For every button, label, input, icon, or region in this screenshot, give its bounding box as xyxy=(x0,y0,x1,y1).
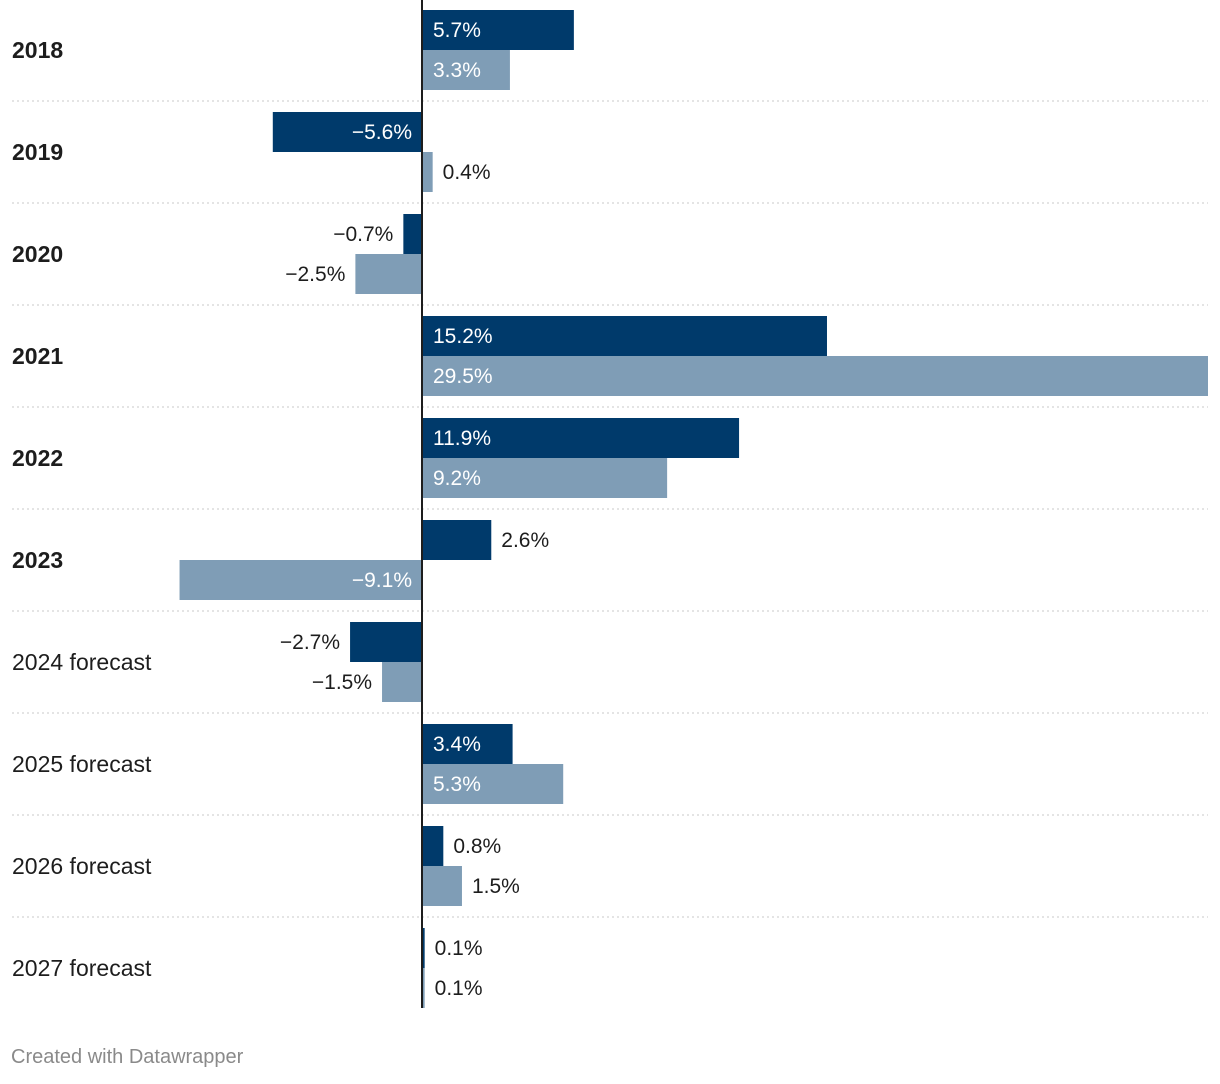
value-label: 11.9% xyxy=(433,427,491,450)
bar-series-1[interactable] xyxy=(403,214,422,254)
bar-series-1[interactable] xyxy=(422,826,444,866)
bar-series-2[interactable] xyxy=(382,662,422,702)
bar-series-1[interactable] xyxy=(422,520,492,560)
category-labels: 2018 2019 2020 2021 2022 2023 2024 forecast 202… xyxy=(12,37,152,981)
bar-series-2[interactable] xyxy=(179,560,422,600)
bar-series-1[interactable] xyxy=(422,316,827,356)
value-label: 3.3% xyxy=(433,59,481,82)
value-label: −9.1% xyxy=(352,569,412,592)
value-label: 9.2% xyxy=(433,467,481,490)
value-label: 2.6% xyxy=(501,529,549,552)
value-label: −1.5% xyxy=(312,671,372,694)
value-label: −0.7% xyxy=(333,223,393,246)
bar-chart: 2018 2019 2020 2021 2022 2023 2024 forecast 202… xyxy=(12,0,1208,1008)
value-labels: 5.7% 3.3% −5.6% 0.4% −0.7% −2.5% 15.2% 29.5% 11.… xyxy=(280,19,549,1000)
bars xyxy=(179,10,1208,1008)
bar-series-1[interactable] xyxy=(422,418,740,458)
category-label: 2019 xyxy=(12,139,63,165)
value-label: 0.1% xyxy=(435,937,483,960)
bar-series-2[interactable] xyxy=(422,764,564,804)
value-label: 29.5% xyxy=(433,365,493,388)
value-label: −5.6% xyxy=(352,121,412,144)
separator-lines xyxy=(12,100,1208,918)
value-label: 15.2% xyxy=(433,325,493,348)
value-label: −2.5% xyxy=(285,263,345,286)
category-label: 2018 xyxy=(12,37,63,63)
category-label: 2021 xyxy=(12,343,63,369)
bar-series-1[interactable] xyxy=(272,112,422,152)
value-label: 5.3% xyxy=(433,773,481,796)
value-label: 0.1% xyxy=(435,977,483,1000)
value-label: 0.4% xyxy=(443,161,491,184)
value-label: 0.8% xyxy=(453,835,501,858)
category-label: 2025 forecast xyxy=(12,751,152,777)
bar-series-1[interactable] xyxy=(422,724,513,764)
value-label: 1.5% xyxy=(472,875,520,898)
category-label: 2026 forecast xyxy=(12,853,152,879)
bar-series-2[interactable] xyxy=(422,458,668,498)
bar-series-1[interactable] xyxy=(350,622,422,662)
bar-series-1[interactable] xyxy=(422,928,425,968)
bar-series-2[interactable] xyxy=(422,356,1208,396)
category-label: 2024 forecast xyxy=(12,649,152,675)
bar-series-2[interactable] xyxy=(355,254,422,294)
bar-series-2[interactable] xyxy=(422,968,425,1008)
category-label: 2022 xyxy=(12,445,63,471)
category-label: 2027 forecast xyxy=(12,955,152,981)
bar-series-2[interactable] xyxy=(422,152,433,192)
value-label: 3.4% xyxy=(433,733,481,756)
bar-series-2[interactable] xyxy=(422,50,510,90)
bar-series-2[interactable] xyxy=(422,866,462,906)
category-label: 2023 xyxy=(12,547,63,573)
category-label: 2020 xyxy=(12,241,63,267)
footer-credit[interactable]: Created with Datawrapper xyxy=(11,1046,244,1068)
bar-series-1[interactable] xyxy=(422,10,574,50)
value-label: −2.7% xyxy=(280,631,340,654)
value-label: 5.7% xyxy=(433,19,481,42)
